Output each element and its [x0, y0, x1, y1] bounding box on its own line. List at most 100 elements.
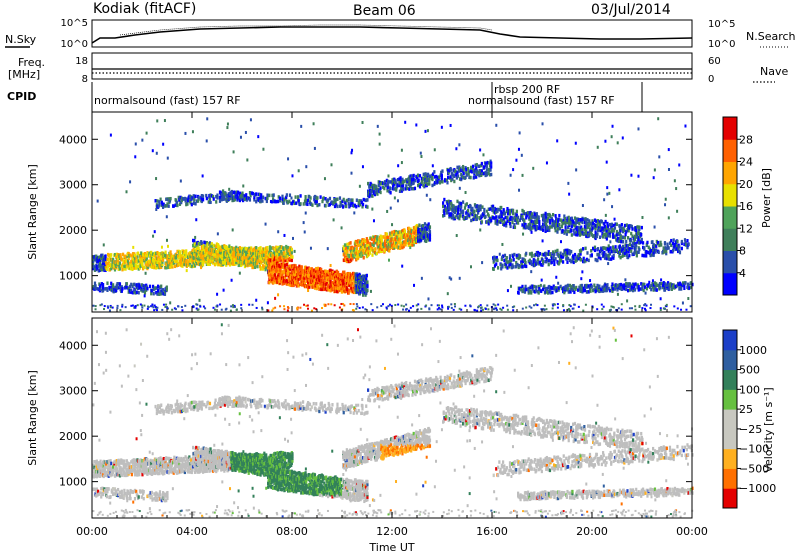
- echo-cell: [283, 270, 286, 275]
- echo-cell: [230, 258, 233, 263]
- echo-cell: [337, 270, 340, 275]
- echo-cell: [535, 252, 538, 257]
- echo-cell: [581, 229, 584, 234]
- echo-cell: [534, 225, 537, 229]
- echo-cell: [650, 248, 653, 253]
- echo-cell: [165, 265, 168, 270]
- echo-cell: [618, 239, 621, 243]
- echo-cell: [438, 180, 442, 185]
- echo-cell: [528, 211, 531, 215]
- echo-cell: [445, 178, 448, 182]
- echo-cell: [614, 222, 617, 226]
- echo-cell: [275, 254, 278, 259]
- echo-cell: [603, 222, 606, 226]
- echo-cell: [505, 262, 508, 266]
- echo-cell: [579, 284, 582, 288]
- echo-cell: [293, 280, 297, 285]
- echo-cell: [670, 249, 673, 254]
- echo-cell: [166, 254, 169, 258]
- echo-cell: [244, 247, 247, 251]
- echo-cell: [342, 280, 345, 285]
- echo-cell: [127, 286, 130, 291]
- echo-cell: [612, 247, 615, 252]
- echo-cell: [628, 224, 631, 228]
- echo-cell: [369, 236, 372, 240]
- echo-cell: [601, 251, 604, 256]
- echo-cell: [431, 177, 434, 182]
- echo-cell: [228, 253, 232, 258]
- echo-cell: [217, 262, 220, 267]
- echo-cell: [567, 283, 570, 288]
- echo-cell: [225, 253, 228, 257]
- echo-cell: [412, 234, 415, 239]
- echo-cell: [287, 274, 290, 278]
- echo-cell: [535, 285, 538, 289]
- echo-cell: [216, 256, 219, 261]
- echo-cell: [542, 215, 545, 220]
- echo-cell: [535, 288, 538, 293]
- echo-cell: [551, 286, 554, 290]
- echo-cell: [664, 246, 667, 250]
- cpid-strip: CPID normalsound (fast) 157 RF rbsp 200 …: [7, 82, 643, 112]
- echo-cell: [136, 255, 139, 259]
- echo-cell: [205, 253, 208, 257]
- echo-cell: [505, 209, 508, 214]
- echo-cell: [455, 176, 458, 180]
- echo-cell: [228, 247, 232, 251]
- echo-cell: [521, 215, 524, 219]
- echo-cell: [563, 229, 567, 234]
- echo-cell: [475, 172, 478, 176]
- echo-cell: [415, 230, 418, 235]
- echo-cell: [414, 178, 417, 183]
- echo-cell: [447, 169, 450, 173]
- echo-cell: [318, 280, 322, 285]
- echo-cell: [502, 208, 505, 212]
- echo-cell: [189, 264, 192, 269]
- echo-cell: [386, 189, 389, 193]
- echo-cell: [608, 288, 612, 293]
- echo-cell: [642, 241, 645, 245]
- echo-cell: [288, 251, 292, 255]
- echo-cell: [297, 195, 300, 199]
- echo-cell: [245, 252, 248, 257]
- echo-cell: [118, 261, 122, 266]
- echo-cell: [140, 283, 143, 287]
- echo-cell: [377, 240, 380, 245]
- echo-cell: [440, 178, 443, 182]
- echo-cell: [289, 267, 292, 271]
- echo-cell: [365, 276, 368, 281]
- echo-cell: [110, 258, 113, 262]
- echo-cell: [609, 246, 612, 250]
- echo-cell: [93, 268, 97, 272]
- echo-cell: [242, 193, 245, 198]
- echo-cell: [542, 213, 545, 218]
- echo-cell: [367, 250, 370, 255]
- echo-cell: [355, 204, 358, 209]
- echo-cell: [530, 262, 533, 267]
- echo-cell: [418, 182, 421, 187]
- echo-cell: [93, 281, 97, 286]
- echo-cell: [579, 218, 582, 222]
- echo-cell: [270, 262, 273, 267]
- echo-cell: [520, 288, 523, 292]
- echo-cell: [358, 285, 361, 290]
- echo-cell: [238, 198, 242, 203]
- echo-cell: [303, 276, 306, 280]
- echo-cell: [585, 218, 588, 223]
- echo-cell: [555, 288, 558, 292]
- echo-cell: [292, 281, 295, 285]
- echo-cell: [265, 266, 268, 270]
- echo-cell: [308, 278, 311, 282]
- echo-cell: [472, 217, 475, 221]
- echo-cell: [298, 264, 301, 269]
- echo-cell: [591, 219, 594, 223]
- echo-cell: [137, 267, 140, 271]
- echo-cell: [355, 284, 358, 288]
- echo-cell: [235, 190, 238, 194]
- echo-cell: [279, 251, 282, 256]
- echo-cell: [202, 194, 205, 198]
- echo-cell: [640, 237, 643, 242]
- echo-cell: [167, 204, 170, 208]
- echo-cell: [573, 290, 576, 295]
- echo-cell: [232, 257, 235, 262]
